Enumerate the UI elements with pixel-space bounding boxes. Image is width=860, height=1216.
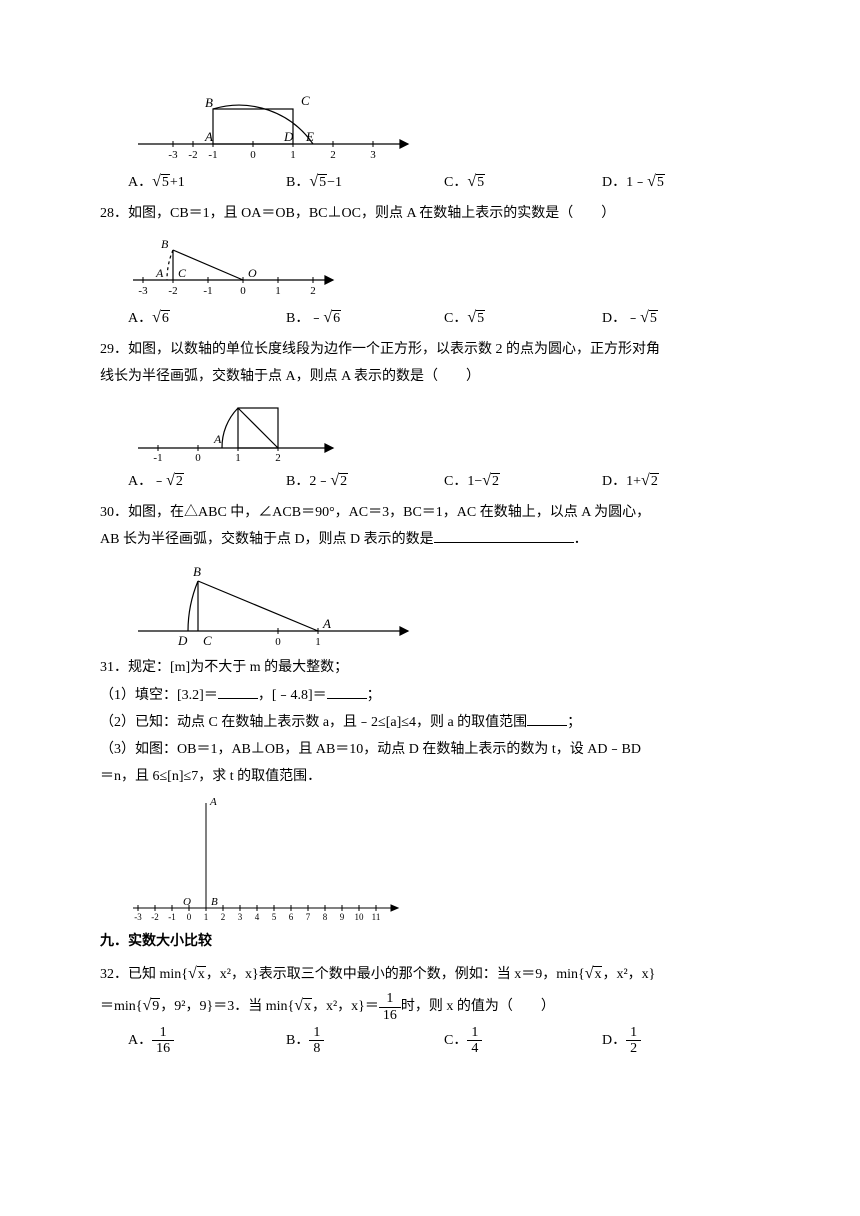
svg-text:4: 4 <box>255 912 260 922</box>
svg-text:O: O <box>248 266 257 280</box>
section-9-title: 九．实数大小比较 <box>100 929 760 954</box>
svg-text:-1: -1 <box>153 452 162 463</box>
q31-blank1 <box>218 685 258 699</box>
q32-opt-a: A．116 <box>128 1025 286 1057</box>
svg-text:-2: -2 <box>188 149 197 161</box>
svg-text:0: 0 <box>250 149 256 161</box>
q32-opt-c: C．14 <box>444 1025 602 1057</box>
q32-opt-d: D．12 <box>602 1025 760 1057</box>
svg-text:A: A <box>213 432 222 446</box>
svg-text:8: 8 <box>323 912 328 922</box>
q29-opt-c: C．1−√2 <box>444 467 602 496</box>
svg-text:2: 2 <box>330 149 336 161</box>
svg-text:0: 0 <box>195 452 201 463</box>
q31-p2: （2）已知：动点 C 在数轴上表示数 a，且﹣2≤[a]≤4，则 a 的取值范围… <box>100 710 760 735</box>
q30-figure: 0 1 B C D A <box>128 556 760 651</box>
q28-opt-c: C．√5 <box>444 304 602 333</box>
q28-figure: -3 -2 -1 0 1 2 A B C O <box>128 230 760 300</box>
svg-text:7: 7 <box>306 912 311 922</box>
q28-opt-d: D．﹣√5 <box>602 304 760 333</box>
q30-text-l2: AB 长为半径画弧，交数轴于点 D，则点 D 表示的数是． <box>100 527 760 552</box>
svg-text:A: A <box>155 266 164 280</box>
svg-text:A: A <box>204 129 213 144</box>
svg-text:C: C <box>178 266 187 280</box>
q29-figure: -1 0 1 2 A <box>128 393 760 463</box>
q30-text: 30．如图，在△ABC 中，∠ACB＝90°，AC＝3，BC＝1，AC 在数轴上… <box>100 500 760 525</box>
q31-text: 31．规定：[m]为不大于 m 的最大整数； <box>100 655 760 680</box>
svg-text:0: 0 <box>275 636 281 648</box>
q32-opt-b: B．18 <box>286 1025 444 1057</box>
q29-opt-a: A．﹣√2 <box>128 467 286 496</box>
svg-text:D: D <box>283 129 294 144</box>
svg-text:11: 11 <box>372 912 381 922</box>
q27-figure: -3 -2 -1 0 1 2 3 A B C D E <box>128 74 760 164</box>
q27-options: A．√5+1 B．√5−1 C．√5 D．1﹣√5 <box>128 168 760 197</box>
q29-opt-d: D．1+√2 <box>602 467 760 496</box>
q27-opt-a: A．√5+1 <box>128 168 286 197</box>
q27-opt-d: D．1﹣√5 <box>602 168 760 197</box>
svg-text:B: B <box>211 896 218 908</box>
q31-blank2 <box>327 685 367 699</box>
svg-text:-3: -3 <box>134 912 142 922</box>
svg-text:2: 2 <box>310 285 316 297</box>
q29-text: 29．如图，以数轴的单位长度线段为边作一个正方形，以表示数 2 的点为圆心，正方… <box>100 337 760 362</box>
svg-text:B: B <box>161 237 169 251</box>
q29-text-l2: 线长为半径画弧，交数轴于点 A，则点 A 表示的数是（ ） <box>100 364 760 389</box>
svg-text:-1: -1 <box>208 149 217 161</box>
svg-text:O: O <box>183 896 191 908</box>
svg-text:2: 2 <box>221 912 226 922</box>
svg-text:-3: -3 <box>138 285 148 297</box>
q28-opt-a: A．√6 <box>128 304 286 333</box>
q32-l1: 32．已知 min{√x，x²，x}表示取三个数中最小的那个数，例如：当 x＝9… <box>100 960 760 989</box>
svg-text:C: C <box>203 633 212 648</box>
q31-p3-l1: （3）如图：OB＝1，AB⊥OB，且 AB＝10，动点 D 在数轴上表示的数为 … <box>100 737 760 762</box>
svg-text:-1: -1 <box>203 285 212 297</box>
q31-blank3 <box>527 712 567 726</box>
q29-opt-b: B．2﹣√2 <box>286 467 444 496</box>
svg-text:-3: -3 <box>168 149 178 161</box>
svg-text:1: 1 <box>235 452 241 463</box>
q32-options: A．116 B．18 C．14 D．12 <box>128 1025 760 1057</box>
svg-text:-2: -2 <box>151 912 159 922</box>
svg-text:B: B <box>205 95 213 110</box>
q28-text: 28．如图，CB＝1，且 OA＝OB，BC⊥OC，则点 A 在数轴上表示的实数是… <box>100 201 760 226</box>
svg-text:5: 5 <box>272 912 277 922</box>
svg-text:6: 6 <box>289 912 294 922</box>
svg-text:0: 0 <box>187 912 192 922</box>
svg-text:3: 3 <box>238 912 243 922</box>
q31-p1: （1）填空：[3.2]＝，[﹣4.8]＝； <box>100 683 760 708</box>
svg-text:1: 1 <box>204 912 209 922</box>
q32-l2: ＝min{√9，9²，9}＝3．当 min{√x，x²，x}＝116时，则 x … <box>100 991 760 1023</box>
svg-text:-1: -1 <box>168 912 176 922</box>
svg-text:10: 10 <box>355 912 365 922</box>
q29-options: A．﹣√2 B．2﹣√2 C．1−√2 D．1+√2 <box>128 467 760 496</box>
svg-text:0: 0 <box>240 285 246 297</box>
svg-text:E: E <box>305 129 314 144</box>
svg-text:1: 1 <box>275 285 281 297</box>
svg-text:C: C <box>301 93 310 108</box>
q30-blank <box>434 529 574 543</box>
q31-p3-l2: ＝n，且 6≤[n]≤7，求 t 的取值范围． <box>100 764 760 789</box>
q27-opt-b: B．√5−1 <box>286 168 444 197</box>
svg-text:1: 1 <box>290 149 296 161</box>
q27-opt-c: C．√5 <box>444 168 602 197</box>
svg-text:1: 1 <box>315 636 321 648</box>
q28-options: A．√6 B．﹣√6 C．√5 D．﹣√5 <box>128 304 760 333</box>
q28-opt-b: B．﹣√6 <box>286 304 444 333</box>
q31-figure: -3 -2 -1 0 1 2 3 4 5 6 7 8 9 10 11 O A B <box>128 793 760 923</box>
svg-text:2: 2 <box>275 452 281 463</box>
svg-text:A: A <box>209 796 217 808</box>
svg-text:D: D <box>177 633 188 648</box>
svg-text:B: B <box>193 564 201 579</box>
svg-text:3: 3 <box>370 149 376 161</box>
svg-text:9: 9 <box>340 912 345 922</box>
svg-text:-2: -2 <box>168 285 177 297</box>
svg-text:A: A <box>322 616 331 631</box>
